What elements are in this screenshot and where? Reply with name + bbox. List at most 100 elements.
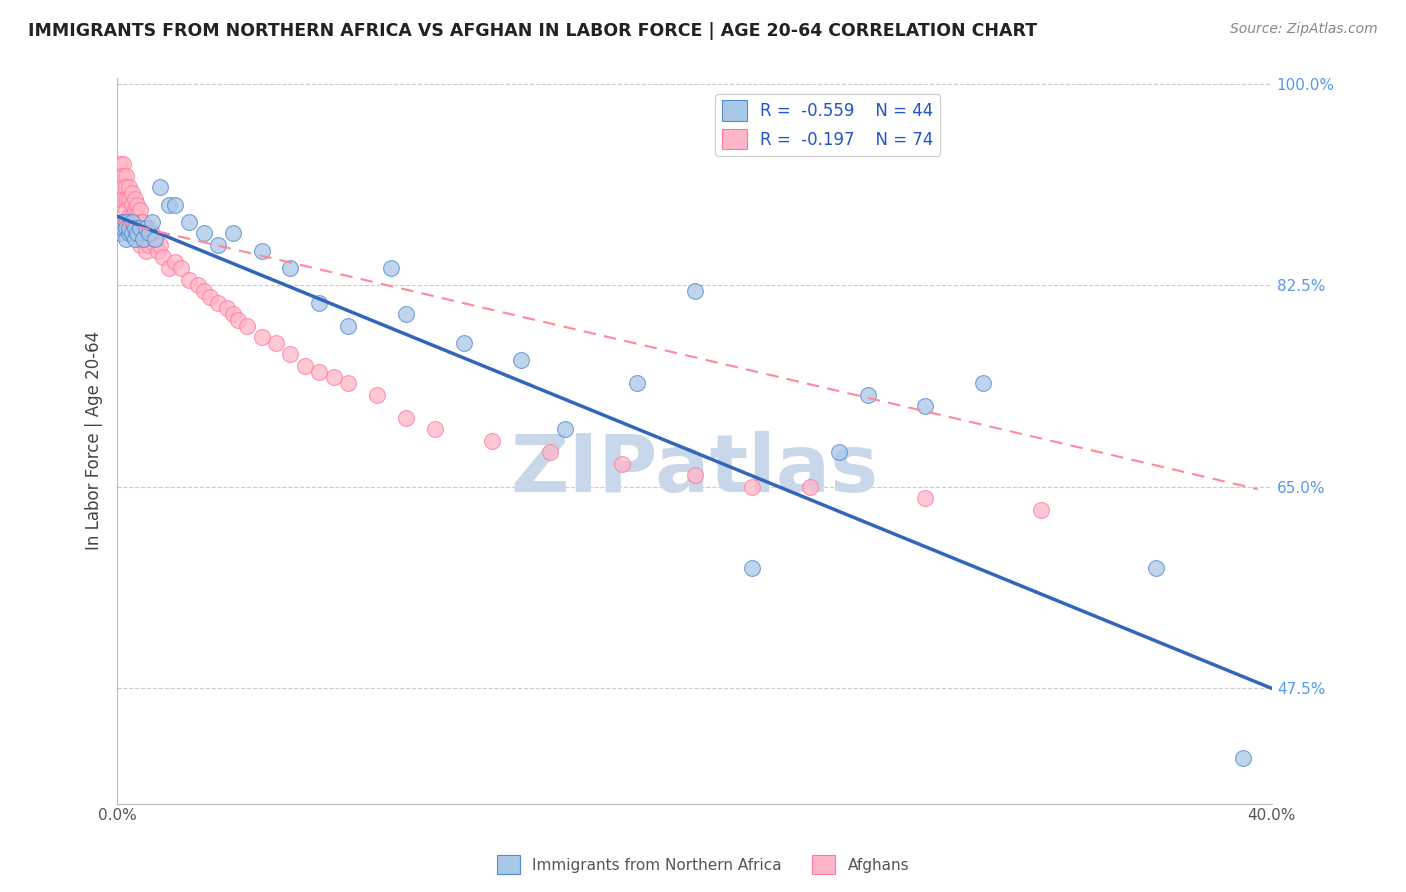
Point [193, 227, 215, 241]
Point [453, 335, 475, 350]
Point [179, 215, 201, 229]
Point [118, 227, 141, 241]
Point [121, 220, 143, 235]
Point [228, 313, 250, 327]
Point [127, 232, 149, 246]
Point [115, 215, 138, 229]
Point [207, 295, 229, 310]
Point [115, 203, 138, 218]
Point [115, 180, 138, 194]
Point [236, 318, 259, 333]
Point [127, 227, 149, 241]
Point [207, 238, 229, 252]
Point [129, 220, 152, 235]
Point [157, 260, 180, 275]
Point [124, 215, 146, 229]
Point [108, 227, 131, 241]
Point [108, 192, 131, 206]
Point [143, 232, 166, 246]
Point [132, 227, 155, 241]
Point [118, 220, 141, 235]
Point [914, 399, 936, 413]
Point [193, 284, 215, 298]
Point [127, 220, 149, 235]
Point [264, 335, 287, 350]
Point [129, 203, 152, 218]
Point [337, 318, 360, 333]
Point [856, 388, 879, 402]
Point [138, 220, 160, 235]
Point [280, 347, 302, 361]
Point [1144, 560, 1167, 574]
Legend: R =  -0.559    N = 44, R =  -0.197    N = 74: R = -0.559 N = 44, R = -0.197 N = 74 [716, 94, 941, 156]
Point [111, 157, 134, 171]
Point [121, 197, 143, 211]
Point [124, 192, 146, 206]
Point [115, 232, 138, 246]
Point [135, 220, 157, 235]
Point [179, 272, 201, 286]
Point [395, 410, 418, 425]
Point [152, 250, 174, 264]
Point [163, 255, 186, 269]
Point [221, 307, 243, 321]
Point [799, 480, 821, 494]
Point [124, 232, 146, 246]
Point [157, 197, 180, 211]
Text: IMMIGRANTS FROM NORTHERN AFRICA VS AFGHAN IN LABOR FORCE | AGE 20-64 CORRELATION: IMMIGRANTS FROM NORTHERN AFRICA VS AFGHA… [28, 22, 1038, 40]
Point [163, 197, 186, 211]
Y-axis label: In Labor Force | Age 20-64: In Labor Force | Age 20-64 [86, 331, 103, 550]
Point [143, 238, 166, 252]
Point [1232, 750, 1254, 764]
Point [380, 260, 402, 275]
Point [127, 197, 149, 211]
Point [221, 227, 243, 241]
Point [132, 232, 155, 246]
Point [121, 227, 143, 241]
Point [115, 192, 138, 206]
Point [250, 244, 273, 258]
Point [170, 260, 193, 275]
Point [135, 244, 157, 258]
Point [423, 422, 446, 436]
Point [914, 491, 936, 506]
Point [683, 284, 706, 298]
Point [111, 169, 134, 183]
Point [198, 290, 221, 304]
Point [121, 215, 143, 229]
Point [118, 192, 141, 206]
Point [135, 232, 157, 246]
Point [138, 227, 160, 241]
Point [395, 307, 418, 321]
Point [322, 370, 344, 384]
Point [108, 157, 131, 171]
Point [538, 445, 561, 459]
Point [187, 278, 209, 293]
Point [138, 238, 160, 252]
Text: Source: ZipAtlas.com: Source: ZipAtlas.com [1230, 22, 1378, 37]
Point [118, 209, 141, 223]
Point [108, 169, 131, 183]
Point [146, 244, 169, 258]
Point [741, 480, 763, 494]
Point [366, 388, 388, 402]
Point [111, 220, 134, 235]
Point [510, 353, 533, 368]
Point [294, 359, 316, 373]
Point [280, 260, 302, 275]
Point [481, 434, 503, 448]
Point [111, 192, 134, 206]
Point [308, 295, 330, 310]
Point [115, 215, 138, 229]
Legend: Immigrants from Northern Africa, Afghans: Immigrants from Northern Africa, Afghans [491, 849, 915, 880]
Point [972, 376, 994, 391]
Point [215, 301, 238, 316]
Point [124, 220, 146, 235]
Point [121, 227, 143, 241]
Point [127, 209, 149, 223]
Point [149, 180, 172, 194]
Point [337, 376, 360, 391]
Point [124, 227, 146, 241]
Point [612, 457, 634, 471]
Point [626, 376, 648, 391]
